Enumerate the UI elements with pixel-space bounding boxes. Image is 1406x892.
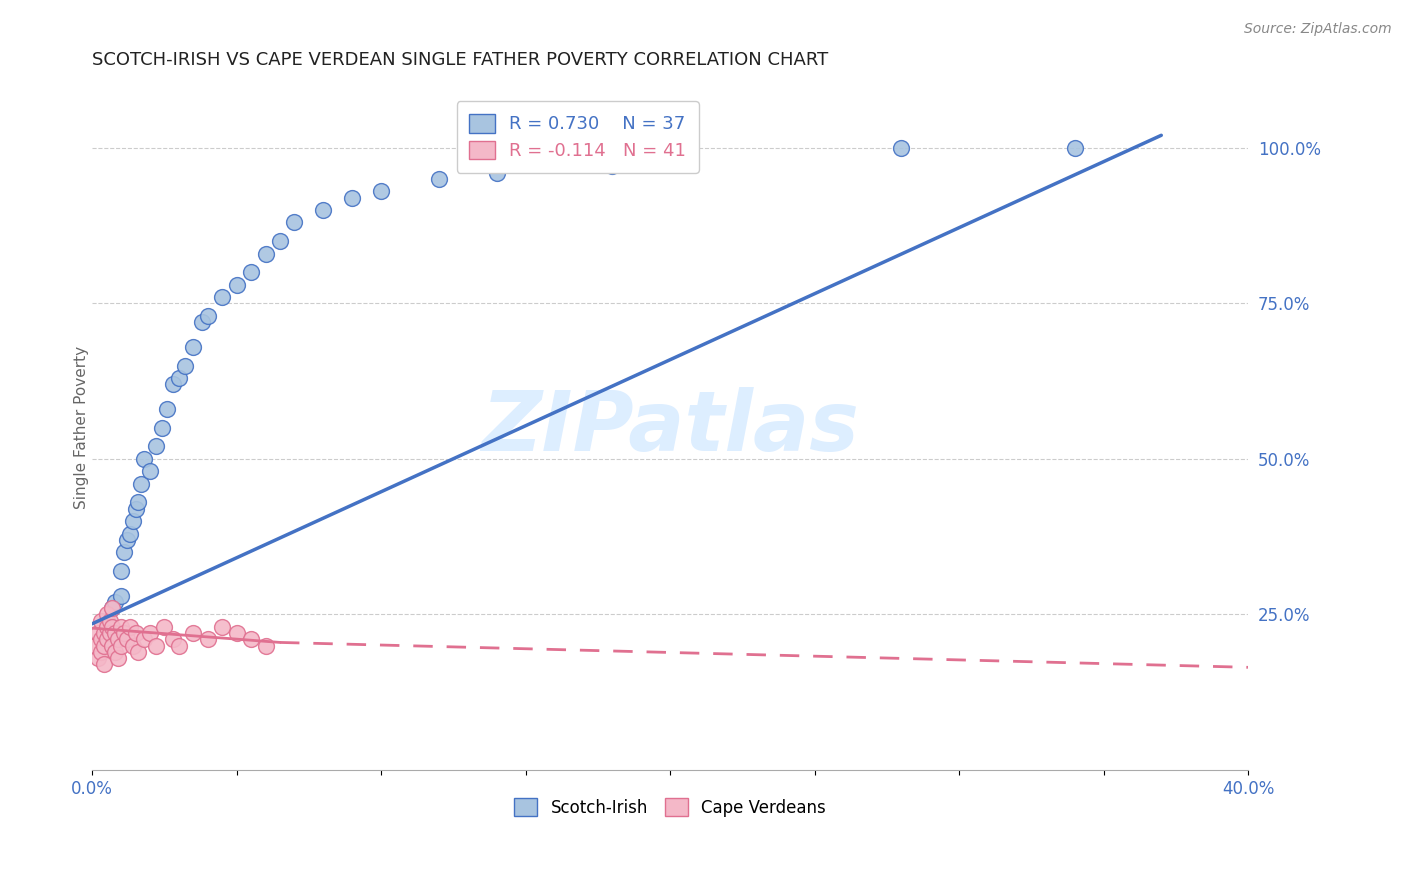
Point [104, 645, 127, 659]
Point [93, 626, 115, 640]
Point [121, 514, 143, 528]
Point [87, 626, 110, 640]
Point [162, 377, 184, 392]
Point [127, 495, 149, 509]
Point [197, 632, 219, 647]
Point [107, 651, 129, 665]
Point [118, 620, 141, 634]
Point [87, 651, 110, 665]
Point [96, 607, 118, 622]
Point [84, 639, 107, 653]
Point [98, 614, 121, 628]
Point [93, 657, 115, 672]
Point [225, 277, 247, 292]
Text: Source: ZipAtlas.com: Source: ZipAtlas.com [1244, 22, 1392, 37]
Point [96, 620, 118, 634]
Point [134, 451, 156, 466]
Text: SCOTCH-IRISH VS CAPE VERDEAN SINGLE FATHER POVERTY CORRELATION CHART: SCOTCH-IRISH VS CAPE VERDEAN SINGLE FATH… [93, 51, 828, 69]
Point [312, 202, 335, 217]
Point [600, 160, 623, 174]
Point [1063, 141, 1085, 155]
Y-axis label: Single Father Poverty: Single Father Poverty [73, 346, 89, 509]
Text: ZIPatlas: ZIPatlas [481, 387, 859, 468]
Point [115, 632, 138, 647]
Point [156, 402, 179, 417]
Point [101, 601, 124, 615]
Point [225, 626, 247, 640]
Point [110, 564, 132, 578]
Point [240, 632, 263, 647]
Point [173, 359, 195, 373]
Point [485, 166, 508, 180]
Point [107, 632, 129, 647]
Point [101, 639, 124, 653]
Point [181, 626, 204, 640]
Point [269, 234, 291, 248]
Point [197, 309, 219, 323]
Point [145, 439, 167, 453]
Point [101, 620, 124, 634]
Point [127, 645, 149, 659]
Point [90, 614, 112, 628]
Point [104, 626, 127, 640]
Point [153, 620, 176, 634]
Point [129, 476, 152, 491]
Point [98, 626, 121, 640]
Point [112, 626, 135, 640]
Point [150, 421, 173, 435]
Point [93, 639, 115, 653]
Point [145, 639, 167, 653]
Point [240, 265, 263, 279]
Point [104, 595, 127, 609]
Point [139, 464, 162, 478]
Point [110, 589, 132, 603]
Point [254, 246, 277, 260]
Point [254, 639, 277, 653]
Point [101, 601, 124, 615]
Point [96, 632, 118, 647]
Point [96, 614, 118, 628]
Point [112, 545, 135, 559]
Point [211, 290, 233, 304]
Point [283, 215, 305, 229]
Point [118, 526, 141, 541]
Point [427, 172, 450, 186]
Point [134, 632, 156, 647]
Point [90, 632, 112, 647]
Point [370, 184, 392, 198]
Point [890, 141, 912, 155]
Point [139, 626, 162, 640]
Point [124, 501, 146, 516]
Point [211, 620, 233, 634]
Point [162, 632, 184, 647]
Point [181, 340, 204, 354]
Point [121, 639, 143, 653]
Point [110, 639, 132, 653]
Point [115, 533, 138, 547]
Point [90, 645, 112, 659]
Point [167, 639, 190, 653]
Legend: Scotch-Irish, Cape Verdeans: Scotch-Irish, Cape Verdeans [508, 792, 832, 823]
Point [124, 626, 146, 640]
Point [167, 371, 190, 385]
Point [110, 620, 132, 634]
Point [342, 190, 364, 204]
Point [191, 315, 214, 329]
